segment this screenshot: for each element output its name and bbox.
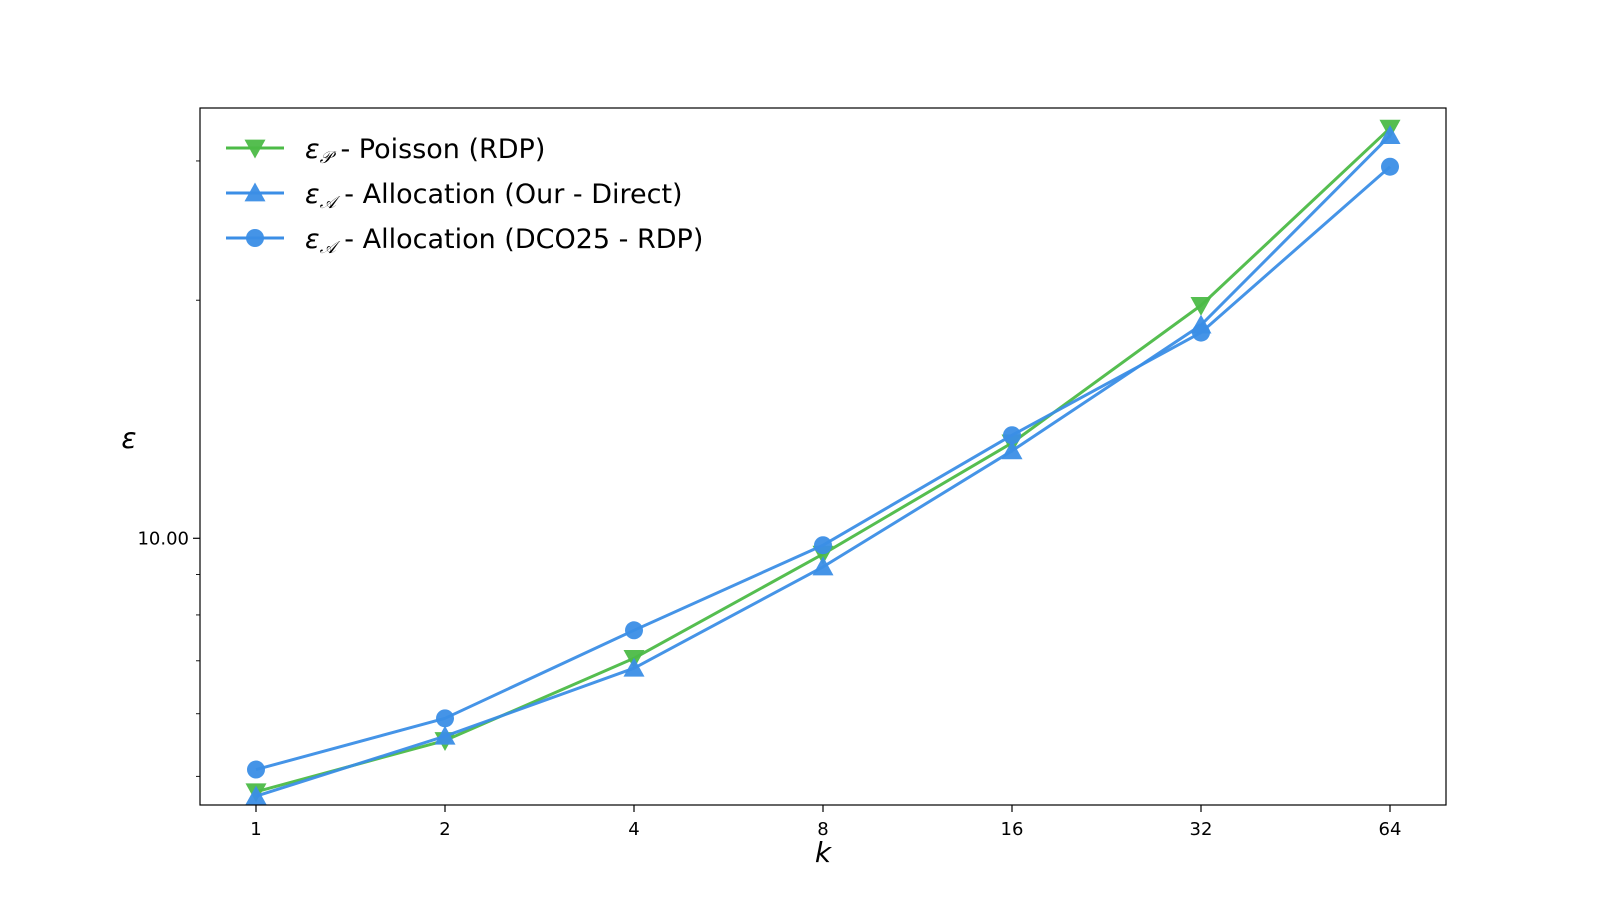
data-point — [623, 657, 645, 677]
data-point — [814, 536, 832, 555]
plot-frame — [199, 107, 1447, 806]
axes-layer: 1 2 4 8 16 32 64 10.00 — [137, 160, 1402, 840]
x-tick-label: 2 — [439, 819, 450, 840]
series-1 — [245, 119, 1401, 803]
y-axis-label: ε — [121, 422, 136, 455]
legend-marker — [246, 229, 264, 247]
legend-label: ε𝒜 - Allocation (Our - Direct) — [305, 179, 683, 213]
series-layer — [245, 119, 1401, 805]
legend-item: ε𝒜 - Allocation (DCO25 - RDP) — [226, 224, 703, 258]
data-point — [434, 725, 456, 745]
legend-label: ε𝒜 - Allocation (DCO25 - RDP) — [305, 224, 703, 258]
x-tick-label: 16 — [1001, 819, 1024, 840]
data-point — [1190, 297, 1212, 316]
x-tick-label: 4 — [628, 819, 639, 840]
series-3 — [247, 157, 1399, 779]
legend-marker — [244, 139, 266, 159]
data-point — [247, 760, 265, 779]
data-point — [1381, 157, 1399, 176]
data-point — [436, 709, 454, 728]
x-tick-label: 8 — [817, 819, 828, 840]
x-tick-label: 32 — [1190, 819, 1213, 840]
data-point — [1001, 440, 1023, 460]
legend: ε𝒫 - Poisson (RDP) ε𝒜 - Allocation (Our -… — [226, 134, 703, 258]
legend-item: ε𝒫 - Poisson (RDP) — [226, 134, 545, 168]
legend-item: ε𝒜 - Allocation (Our - Direct) — [226, 179, 683, 213]
legend-label: ε𝒫 - Poisson (RDP) — [305, 134, 545, 168]
data-point — [1379, 125, 1401, 144]
data-point — [245, 785, 267, 805]
series-line — [255, 165, 1391, 772]
x-tick-label: 64 — [1379, 819, 1402, 840]
x-axis-label: k — [815, 836, 833, 869]
y-tick-label: 10.00 — [137, 528, 189, 549]
data-point — [1192, 323, 1210, 342]
x-tick-label: 1 — [250, 819, 261, 840]
legend-marker — [244, 182, 266, 202]
data-point — [1003, 426, 1021, 445]
data-point — [625, 621, 643, 640]
data-point — [812, 556, 834, 576]
